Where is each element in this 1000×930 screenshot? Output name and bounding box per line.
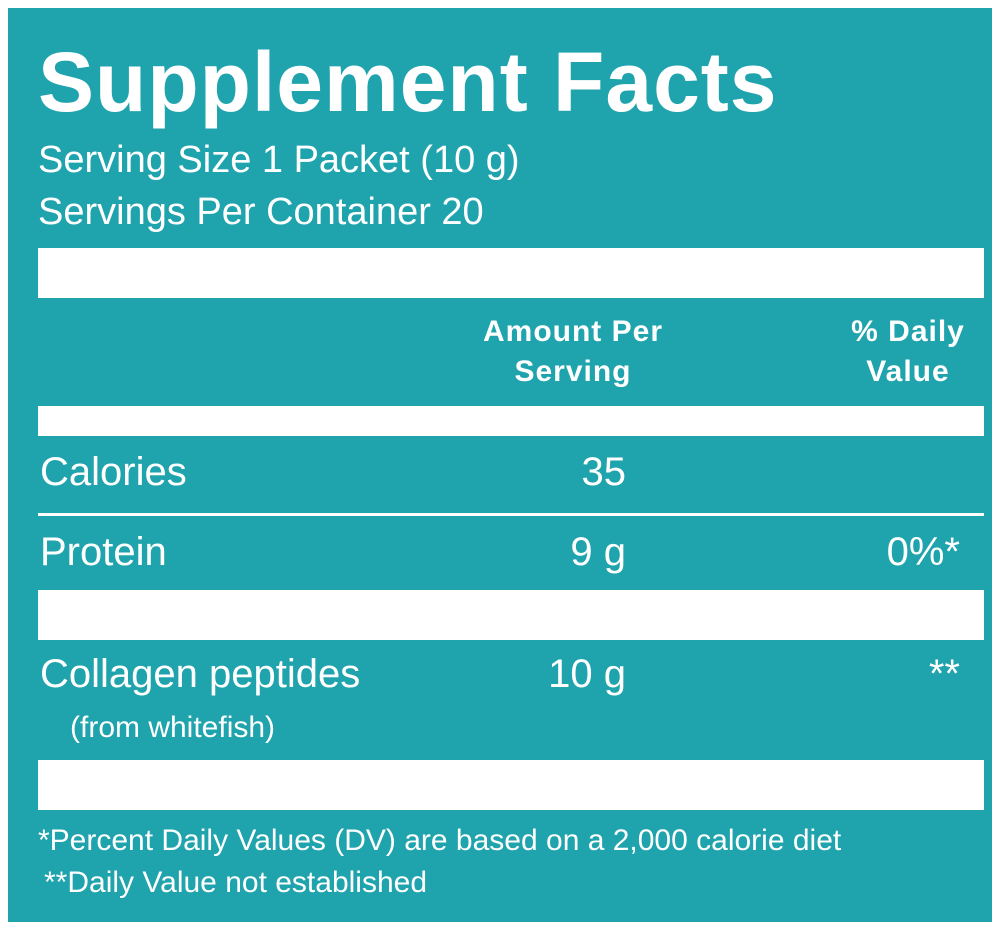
row-protein-dv: 0%* (886, 530, 960, 574)
column-header-daily-value: % Daily Value (808, 312, 1000, 392)
row-calories-amount: 35 (581, 450, 627, 494)
panel-title: Supplement Facts (38, 35, 778, 129)
footnote-daily-value: *Percent Daily Values (DV) are based on … (38, 824, 842, 857)
row-collagen-dv: ** (928, 652, 960, 696)
row-collagen-label: Collagen peptides (40, 652, 361, 696)
column-header-dv-line2: Value (866, 355, 950, 388)
row-protein-label: Protein (40, 530, 167, 574)
servings-per-container: Servings Per Container 20 (38, 191, 484, 233)
column-header-amount-line1: Amount Per (482, 315, 663, 348)
row-protein-amount: 9 g (570, 530, 626, 574)
divider-band (38, 760, 984, 810)
footnote-not-established: **Daily Value not established (44, 866, 428, 899)
divider-band (38, 406, 984, 436)
row-collagen-amount: 10 g (548, 652, 626, 696)
divider-band (38, 590, 984, 640)
row-calories-label: Calories (40, 450, 187, 494)
column-header-amount: Amount Per Serving (438, 312, 708, 392)
serving-size: Serving Size 1 Packet (10 g) (38, 139, 520, 181)
column-header-dv-line1: % Daily (851, 315, 965, 348)
divider-rule (38, 513, 984, 516)
column-header-amount-line2: Serving (514, 355, 632, 388)
row-collagen-source: (from whitefish) (70, 711, 276, 744)
divider-band (38, 248, 984, 298)
